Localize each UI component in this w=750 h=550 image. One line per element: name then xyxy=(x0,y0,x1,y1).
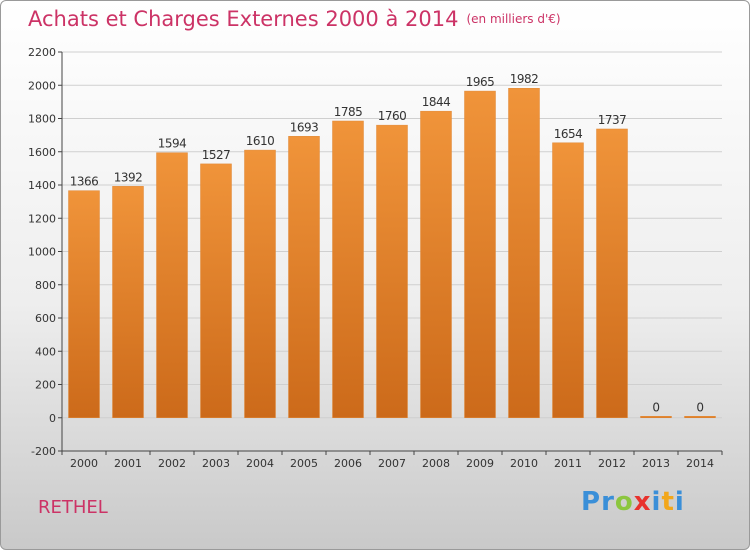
logo-letter: P xyxy=(581,487,602,517)
x-tick-label-2001: 2001 xyxy=(114,457,142,470)
y-tick-label: 400 xyxy=(35,345,56,358)
bar-2002 xyxy=(156,152,188,418)
y-tick-label: -200 xyxy=(31,445,56,458)
bar-2001 xyxy=(112,186,144,418)
y-tick-label: 2200 xyxy=(28,46,56,59)
bar-2011 xyxy=(552,142,584,419)
location-label: RETHEL xyxy=(38,497,108,518)
data-label-2012: 1737 xyxy=(598,113,627,127)
data-label-2014: 0 xyxy=(696,400,703,414)
chart-subtitle: (en milliers d'€) xyxy=(466,12,561,26)
bar-2008 xyxy=(420,110,452,418)
x-tick-label-2010: 2010 xyxy=(510,457,538,470)
data-label-2000: 1366 xyxy=(70,175,99,189)
x-tick-label-2014: 2014 xyxy=(686,457,714,470)
x-tick-label-2003: 2003 xyxy=(202,457,230,470)
x-tick-label-2004: 2004 xyxy=(246,457,274,470)
data-label-2002: 1594 xyxy=(158,137,187,151)
bar-2007 xyxy=(376,124,408,419)
x-tick-label-2009: 2009 xyxy=(466,457,494,470)
y-tick-label: 200 xyxy=(35,379,56,392)
bar-2014 xyxy=(684,416,716,418)
x-tick-label-2007: 2007 xyxy=(378,457,406,470)
x-tick-label-2012: 2012 xyxy=(598,457,626,470)
data-label-2005: 1693 xyxy=(290,120,319,134)
bar-2013 xyxy=(640,416,672,418)
data-label-2013: 0 xyxy=(652,400,659,414)
bar-2010 xyxy=(508,87,540,419)
x-tick-label-2006: 2006 xyxy=(334,457,362,470)
y-tick-label: 1000 xyxy=(28,246,56,259)
logo-letter: o xyxy=(614,487,634,517)
y-tick-label: 2000 xyxy=(28,79,56,92)
x-tick-label-2005: 2005 xyxy=(290,457,318,470)
y-tick-label: 0 xyxy=(49,412,56,425)
chart-title: Achats et Charges Externes 2000 à 2014 (e… xyxy=(28,7,561,31)
data-label-2003: 1527 xyxy=(202,148,231,162)
data-label-2006: 1785 xyxy=(334,105,363,119)
proxiti-logo: Proxiti xyxy=(581,487,685,517)
y-tick-label: 1800 xyxy=(28,113,56,126)
x-tick-label-2011: 2011 xyxy=(554,457,582,470)
bar-2000 xyxy=(68,190,100,418)
data-label-2010: 1982 xyxy=(510,72,539,86)
bar-2004 xyxy=(244,149,276,418)
data-label-2008: 1844 xyxy=(422,95,451,109)
x-tick-label-2008: 2008 xyxy=(422,457,450,470)
x-tick-label-2002: 2002 xyxy=(158,457,186,470)
data-labels: 1366 1392 1594 1527 1610 1693 1785 1760 1844 1965… xyxy=(70,72,704,414)
chart-title-text: Achats et Charges Externes 2000 à 2014 xyxy=(28,7,459,31)
logo-letter: x xyxy=(633,487,652,517)
data-label-2007: 1760 xyxy=(378,109,407,123)
bar-2006 xyxy=(332,120,364,419)
logo-letter: i xyxy=(651,487,662,517)
logo-letter: r xyxy=(601,487,615,517)
bar-2009 xyxy=(464,90,496,418)
y-tick-label: 800 xyxy=(35,279,56,292)
bar-2005 xyxy=(288,136,320,418)
axes: -200020040060080010001200140016001800200… xyxy=(28,46,723,470)
logo-letter: i xyxy=(674,487,685,517)
data-label-2001: 1392 xyxy=(114,170,143,184)
y-tick-label: 1600 xyxy=(28,146,56,159)
y-tick-label: 600 xyxy=(35,312,56,325)
data-label-2004: 1610 xyxy=(246,134,275,148)
x-tick-label-2000: 2000 xyxy=(70,457,98,470)
bar-2012 xyxy=(596,128,628,418)
logo-letter: t xyxy=(661,487,675,517)
y-tick-label: 1400 xyxy=(28,179,56,192)
x-tick-label-2013: 2013 xyxy=(642,457,670,470)
bars xyxy=(68,87,716,419)
data-label-2009: 1965 xyxy=(466,75,495,89)
data-label-2011: 1654 xyxy=(554,127,583,141)
y-tick-label: 1200 xyxy=(28,212,56,225)
bar-2003 xyxy=(200,163,232,418)
